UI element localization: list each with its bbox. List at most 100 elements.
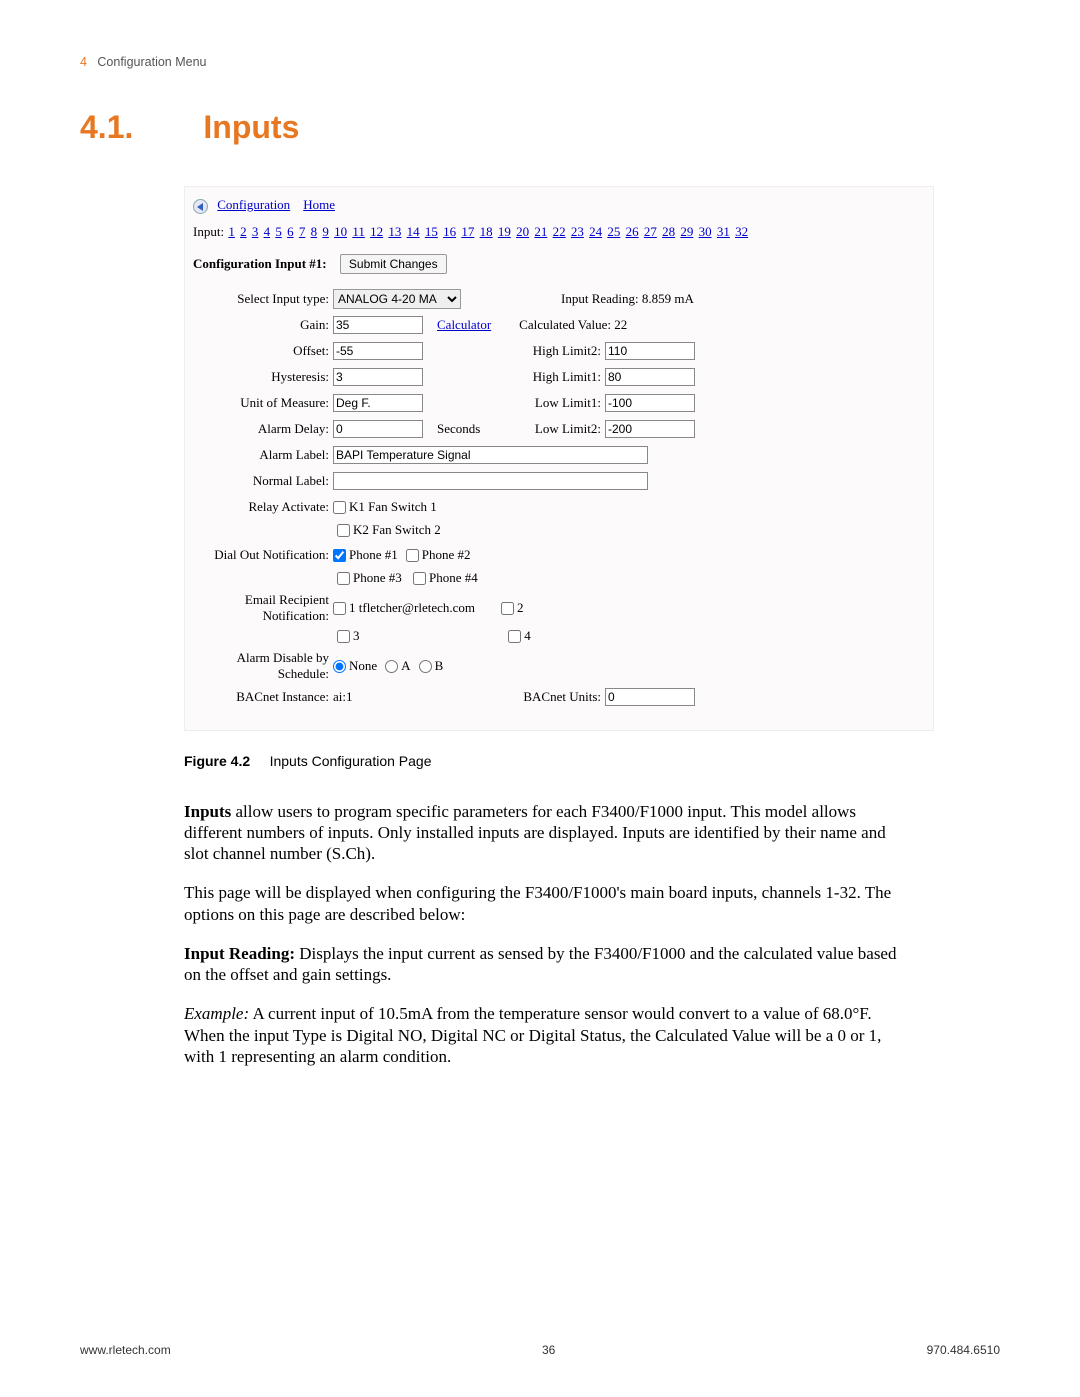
phone3-checkbox[interactable] xyxy=(337,572,350,585)
submit-changes-button[interactable]: Submit Changes xyxy=(340,254,447,274)
label-alarm-delay: Alarm Delay: xyxy=(193,421,333,437)
input-link-9[interactable]: 9 xyxy=(322,224,329,239)
input-link-16[interactable]: 16 xyxy=(443,224,456,239)
config-figure: Configuration Home Input: 1 2 3 4 5 6 7 … xyxy=(184,186,934,731)
input-link-12[interactable]: 12 xyxy=(370,224,383,239)
footer-left: www.rletech.com xyxy=(80,1343,171,1357)
email4-label: 4 xyxy=(524,628,531,643)
label-low-limit2: Low Limit2: xyxy=(495,421,605,437)
phone4-checkbox[interactable] xyxy=(413,572,426,585)
offset-input[interactable] xyxy=(333,342,423,360)
label-bacnet-units: BACnet Units: xyxy=(495,689,605,705)
input-link-15[interactable]: 15 xyxy=(425,224,438,239)
schedule-b-radio[interactable] xyxy=(419,660,432,673)
section-title: 4.1. Inputs xyxy=(80,109,1000,146)
label-relay-activate: Relay Activate: xyxy=(193,499,333,515)
p1-text: allow users to program specific paramete… xyxy=(184,802,886,864)
low-limit2-input[interactable] xyxy=(605,420,695,438)
label-normal-label: Normal Label: xyxy=(193,473,333,489)
schedule-a-label: A xyxy=(401,658,410,673)
input-link-13[interactable]: 13 xyxy=(388,224,401,239)
low-limit1-input[interactable] xyxy=(605,394,695,412)
input-link-7[interactable]: 7 xyxy=(299,224,306,239)
p4-italic: Example: xyxy=(184,1004,249,1023)
label-offset: Offset: xyxy=(193,343,333,359)
high-limit1-input[interactable] xyxy=(605,368,695,386)
p1-bold: Inputs xyxy=(184,802,231,821)
body-text: Inputs allow users to program specific p… xyxy=(184,801,914,1068)
email2-checkbox[interactable] xyxy=(501,602,514,615)
normal-label-input[interactable] xyxy=(333,472,648,490)
input-link-17[interactable]: 17 xyxy=(461,224,474,239)
calculator-link[interactable]: Calculator xyxy=(437,317,491,333)
label-low-limit1: Low Limit1: xyxy=(495,395,605,411)
section-name: Inputs xyxy=(203,109,299,145)
schedule-none-label: None xyxy=(349,658,377,673)
p2-text: This page will be displayed when configu… xyxy=(184,882,914,925)
p3-bold: Input Reading: xyxy=(184,944,295,963)
phone2-checkbox[interactable] xyxy=(406,549,419,562)
input-link-29[interactable]: 29 xyxy=(680,224,693,239)
schedule-none-radio[interactable] xyxy=(333,660,346,673)
alarm-delay-input[interactable] xyxy=(333,420,423,438)
email1-checkbox[interactable] xyxy=(333,602,346,615)
footer-center: 36 xyxy=(542,1343,555,1357)
label-high-limit2: High Limit2: xyxy=(495,343,605,359)
gain-input[interactable] xyxy=(333,316,423,334)
schedule-a-radio[interactable] xyxy=(385,660,398,673)
relay-k1-checkbox[interactable] xyxy=(333,501,346,514)
high-limit2-input[interactable] xyxy=(605,342,695,360)
input-link-25[interactable]: 25 xyxy=(607,224,620,239)
schedule-b-label: B xyxy=(435,658,444,673)
section-number: 4.1. xyxy=(80,109,133,145)
input-link-30[interactable]: 30 xyxy=(699,224,712,239)
input-link-11[interactable]: 11 xyxy=(352,224,365,239)
alarm-label-input[interactable] xyxy=(333,446,648,464)
email4-checkbox[interactable] xyxy=(508,630,521,643)
input-link-27[interactable]: 27 xyxy=(644,224,657,239)
breadcrumb-config-link[interactable]: Configuration xyxy=(217,197,290,212)
email1-label: 1 tfletcher@rletech.com xyxy=(349,600,475,615)
unit-measure-input[interactable] xyxy=(333,394,423,412)
email2-label: 2 xyxy=(517,600,524,615)
input-link-2[interactable]: 2 xyxy=(240,224,247,239)
input-link-20[interactable]: 20 xyxy=(516,224,529,239)
input-link-28[interactable]: 28 xyxy=(662,224,675,239)
label-dial-out: Dial Out Notification: xyxy=(193,547,333,563)
label-email-notif: Email Recipient Notification: xyxy=(193,592,333,624)
input-link-1[interactable]: 1 xyxy=(228,224,235,239)
input-link-4[interactable]: 4 xyxy=(264,224,271,239)
input-link-18[interactable]: 18 xyxy=(480,224,493,239)
input-link-23[interactable]: 23 xyxy=(571,224,584,239)
input-link-14[interactable]: 14 xyxy=(407,224,420,239)
input-link-24[interactable]: 24 xyxy=(589,224,602,239)
relay-k2-label: K2 Fan Switch 2 xyxy=(353,522,441,537)
input-link-8[interactable]: 8 xyxy=(311,224,318,239)
input-link-19[interactable]: 19 xyxy=(498,224,511,239)
breadcrumb-home-link[interactable]: Home xyxy=(303,197,335,212)
back-icon[interactable] xyxy=(193,199,208,214)
bacnet-units-input[interactable] xyxy=(605,688,695,706)
email3-label: 3 xyxy=(353,628,360,643)
input-link-5[interactable]: 5 xyxy=(275,224,282,239)
input-link-32[interactable]: 32 xyxy=(735,224,748,239)
phone1-checkbox[interactable] xyxy=(333,549,346,562)
hysteresis-input[interactable] xyxy=(333,368,423,386)
seconds-label: Seconds xyxy=(437,421,495,437)
input-link-6[interactable]: 6 xyxy=(287,224,294,239)
input-type-select[interactable]: ANALOG 4-20 MA xyxy=(333,289,461,309)
input-link-26[interactable]: 26 xyxy=(626,224,639,239)
relay-k2-checkbox[interactable] xyxy=(337,524,350,537)
input-link-3[interactable]: 3 xyxy=(252,224,259,239)
email3-checkbox[interactable] xyxy=(337,630,350,643)
phone3-label: Phone #3 xyxy=(353,570,402,585)
label-alarm-label: Alarm Label: xyxy=(193,447,333,463)
page-header: 4 Configuration Menu xyxy=(80,55,1000,69)
input-link-22[interactable]: 22 xyxy=(553,224,566,239)
phone4-label: Phone #4 xyxy=(429,570,478,585)
input-link-21[interactable]: 21 xyxy=(534,224,547,239)
phone2-label: Phone #2 xyxy=(422,547,471,562)
input-link-31[interactable]: 31 xyxy=(717,224,730,239)
input-link-10[interactable]: 10 xyxy=(334,224,347,239)
label-calc-value: Calculated Value: 22 xyxy=(519,317,627,333)
